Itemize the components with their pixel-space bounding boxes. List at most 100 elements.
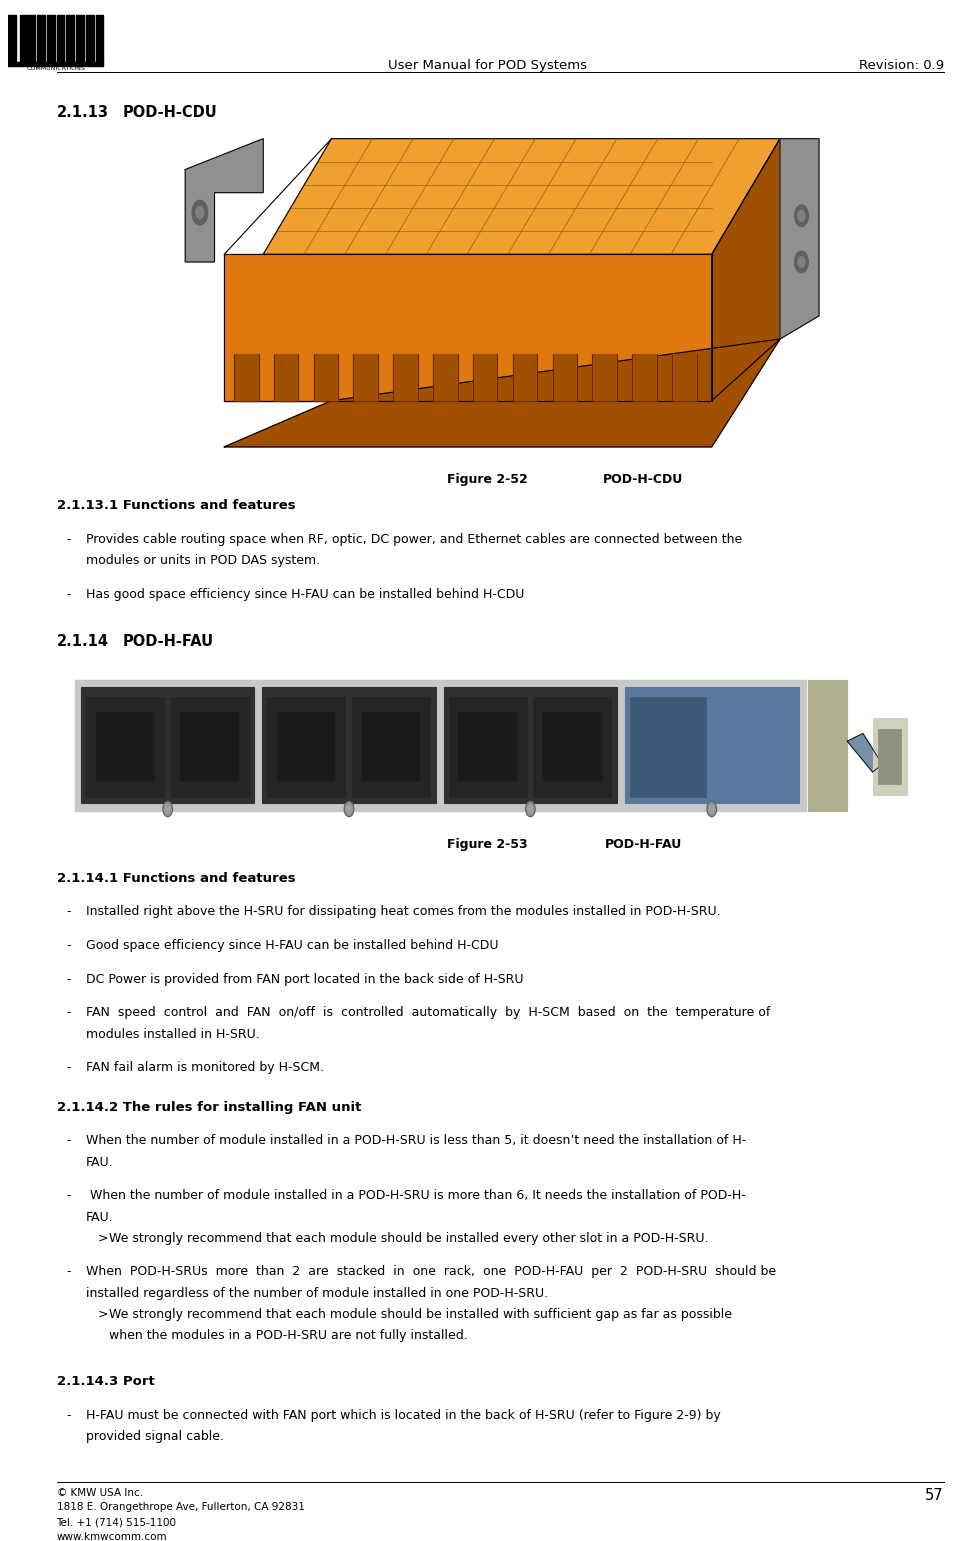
Text: >: >	[98, 1231, 108, 1245]
Circle shape	[192, 200, 208, 225]
Bar	[314, 354, 338, 401]
Text: POD-H-CDU: POD-H-CDU	[604, 473, 683, 485]
Text: Tel. +1 (714) 515-1100: Tel. +1 (714) 515-1100	[57, 1516, 176, 1527]
Bar	[808, 680, 847, 811]
Circle shape	[347, 806, 351, 814]
Bar	[81, 687, 254, 803]
Bar	[362, 712, 420, 781]
Text: >: >	[98, 1308, 108, 1321]
Bar	[180, 712, 239, 781]
Text: Installed right above the H-SRU for dissipating heat comes from the modules inst: Installed right above the H-SRU for diss…	[86, 906, 721, 918]
Circle shape	[196, 206, 204, 219]
Bar	[625, 687, 799, 803]
Text: FAN fail alarm is monitored by H-SCM.: FAN fail alarm is monitored by H-SCM.	[86, 1062, 324, 1074]
Bar	[873, 718, 907, 795]
Bar	[672, 354, 696, 401]
Text: FAU.: FAU.	[86, 1156, 113, 1168]
Circle shape	[795, 251, 808, 273]
Bar	[277, 712, 335, 781]
Text: www.kmwcomm.com: www.kmwcomm.com	[57, 1532, 167, 1541]
Polygon shape	[224, 254, 712, 401]
Text: We strongly recommend that each module should be installed every other slot in a: We strongly recommend that each module s…	[109, 1231, 709, 1245]
Text: Good space efficiency since H-FAU can be installed behind H-CDU: Good space efficiency since H-FAU can be…	[86, 938, 498, 952]
Bar	[593, 354, 617, 401]
Bar	[66, 15, 74, 62]
Text: When  POD-H-SRUs  more  than  2  are  stacked  in  one  rack,  one  POD-H-FAU  p: When POD-H-SRUs more than 2 are stacked …	[86, 1265, 776, 1279]
Bar	[234, 354, 258, 401]
Bar	[393, 354, 418, 401]
Text: modules or units in POD DAS system.: modules or units in POD DAS system.	[86, 555, 320, 567]
Bar	[96, 712, 154, 781]
Bar	[76, 15, 84, 62]
Bar	[171, 697, 249, 797]
Text: © KMW USA Inc.: © KMW USA Inc.	[57, 1489, 142, 1498]
Bar	[632, 354, 657, 401]
Bar	[37, 15, 45, 62]
Circle shape	[163, 801, 173, 817]
Bar	[352, 697, 430, 797]
Bar	[57, 15, 64, 62]
Text: FAN  speed  control  and  FAN  on/off  is  controlled  automatically  by  H-SCM : FAN speed control and FAN on/off is cont…	[86, 1006, 770, 1019]
Text: 2.1.13: 2.1.13	[57, 105, 108, 120]
Polygon shape	[185, 139, 263, 262]
Text: POD-H-FAU: POD-H-FAU	[604, 838, 682, 851]
Text: when the modules in a POD-H-SRU are not fully installed.: when the modules in a POD-H-SRU are not …	[109, 1330, 468, 1342]
Text: Figure 2-52: Figure 2-52	[448, 473, 527, 485]
Circle shape	[707, 801, 717, 817]
Polygon shape	[712, 139, 780, 401]
Text: provided signal cable.: provided signal cable.	[86, 1430, 224, 1442]
Bar	[20, 15, 27, 62]
Bar	[444, 687, 617, 803]
Text: Has good space efficiency since H-FAU can be installed behind H-CDU: Has good space efficiency since H-FAU ca…	[86, 587, 525, 601]
Text: DC Power is provided from FAN port located in the back side of H-SRU: DC Power is provided from FAN port locat…	[86, 972, 524, 986]
Text: 2.1.14.1 Functions and features: 2.1.14.1 Functions and features	[57, 872, 295, 885]
Text: Provides cable routing space when RF, optic, DC power, and Ethernet cables are c: Provides cable routing space when RF, op…	[86, 533, 742, 546]
Circle shape	[526, 801, 535, 817]
Polygon shape	[224, 339, 780, 447]
Text: When the number of module installed in a POD-H-SRU is less than 5, it doesn’t ne: When the number of module installed in a…	[86, 1134, 746, 1148]
Text: -: -	[66, 1062, 71, 1074]
Text: Figure 2-53: Figure 2-53	[448, 838, 527, 851]
Text: -: -	[66, 1408, 71, 1422]
Bar	[47, 15, 55, 62]
Text: FAU.: FAU.	[86, 1211, 113, 1224]
Text: -: -	[66, 1134, 71, 1148]
Text: -: -	[66, 972, 71, 986]
Bar	[433, 354, 457, 401]
Text: installed regardless of the number of module installed in one POD-H-SRU.: installed regardless of the number of mo…	[86, 1287, 548, 1299]
Text: POD-H-CDU: POD-H-CDU	[123, 105, 217, 120]
Circle shape	[798, 257, 805, 268]
Text: COMMUNICATIONS: COMMUNICATIONS	[26, 66, 85, 71]
Bar	[878, 729, 901, 784]
Bar	[27, 15, 35, 62]
Text: POD-H-FAU: POD-H-FAU	[123, 633, 214, 649]
Bar	[262, 687, 436, 803]
Text: -: -	[66, 1265, 71, 1279]
Text: We strongly recommend that each module should be installed with sufficient gap a: We strongly recommend that each module s…	[109, 1308, 732, 1321]
Text: H-FAU must be connected with FAN port which is located in the back of H-SRU (ref: H-FAU must be connected with FAN port wh…	[86, 1408, 721, 1422]
Bar	[543, 712, 602, 781]
Bar	[86, 697, 164, 797]
Bar	[533, 697, 611, 797]
Circle shape	[344, 801, 354, 817]
Bar	[8, 15, 16, 62]
Bar	[473, 354, 497, 401]
Bar	[353, 354, 378, 401]
Text: -: -	[66, 938, 71, 952]
Text: -: -	[66, 1190, 71, 1202]
Text: modules installed in H-SRU.: modules installed in H-SRU.	[86, 1028, 259, 1040]
Bar	[458, 712, 517, 781]
Text: -: -	[66, 533, 71, 546]
Circle shape	[710, 806, 714, 814]
Bar	[8, 62, 103, 66]
Circle shape	[798, 211, 805, 222]
Text: User Manual for POD Systems: User Manual for POD Systems	[388, 59, 587, 72]
Polygon shape	[263, 139, 780, 254]
Bar	[96, 15, 103, 62]
Bar	[86, 15, 94, 62]
Bar	[553, 354, 577, 401]
Bar	[75, 680, 806, 811]
Text: 2.1.14: 2.1.14	[57, 633, 108, 649]
Text: When the number of module installed in a POD-H-SRU is more than 6, It needs the : When the number of module installed in a…	[86, 1190, 746, 1202]
Text: -: -	[66, 1006, 71, 1019]
